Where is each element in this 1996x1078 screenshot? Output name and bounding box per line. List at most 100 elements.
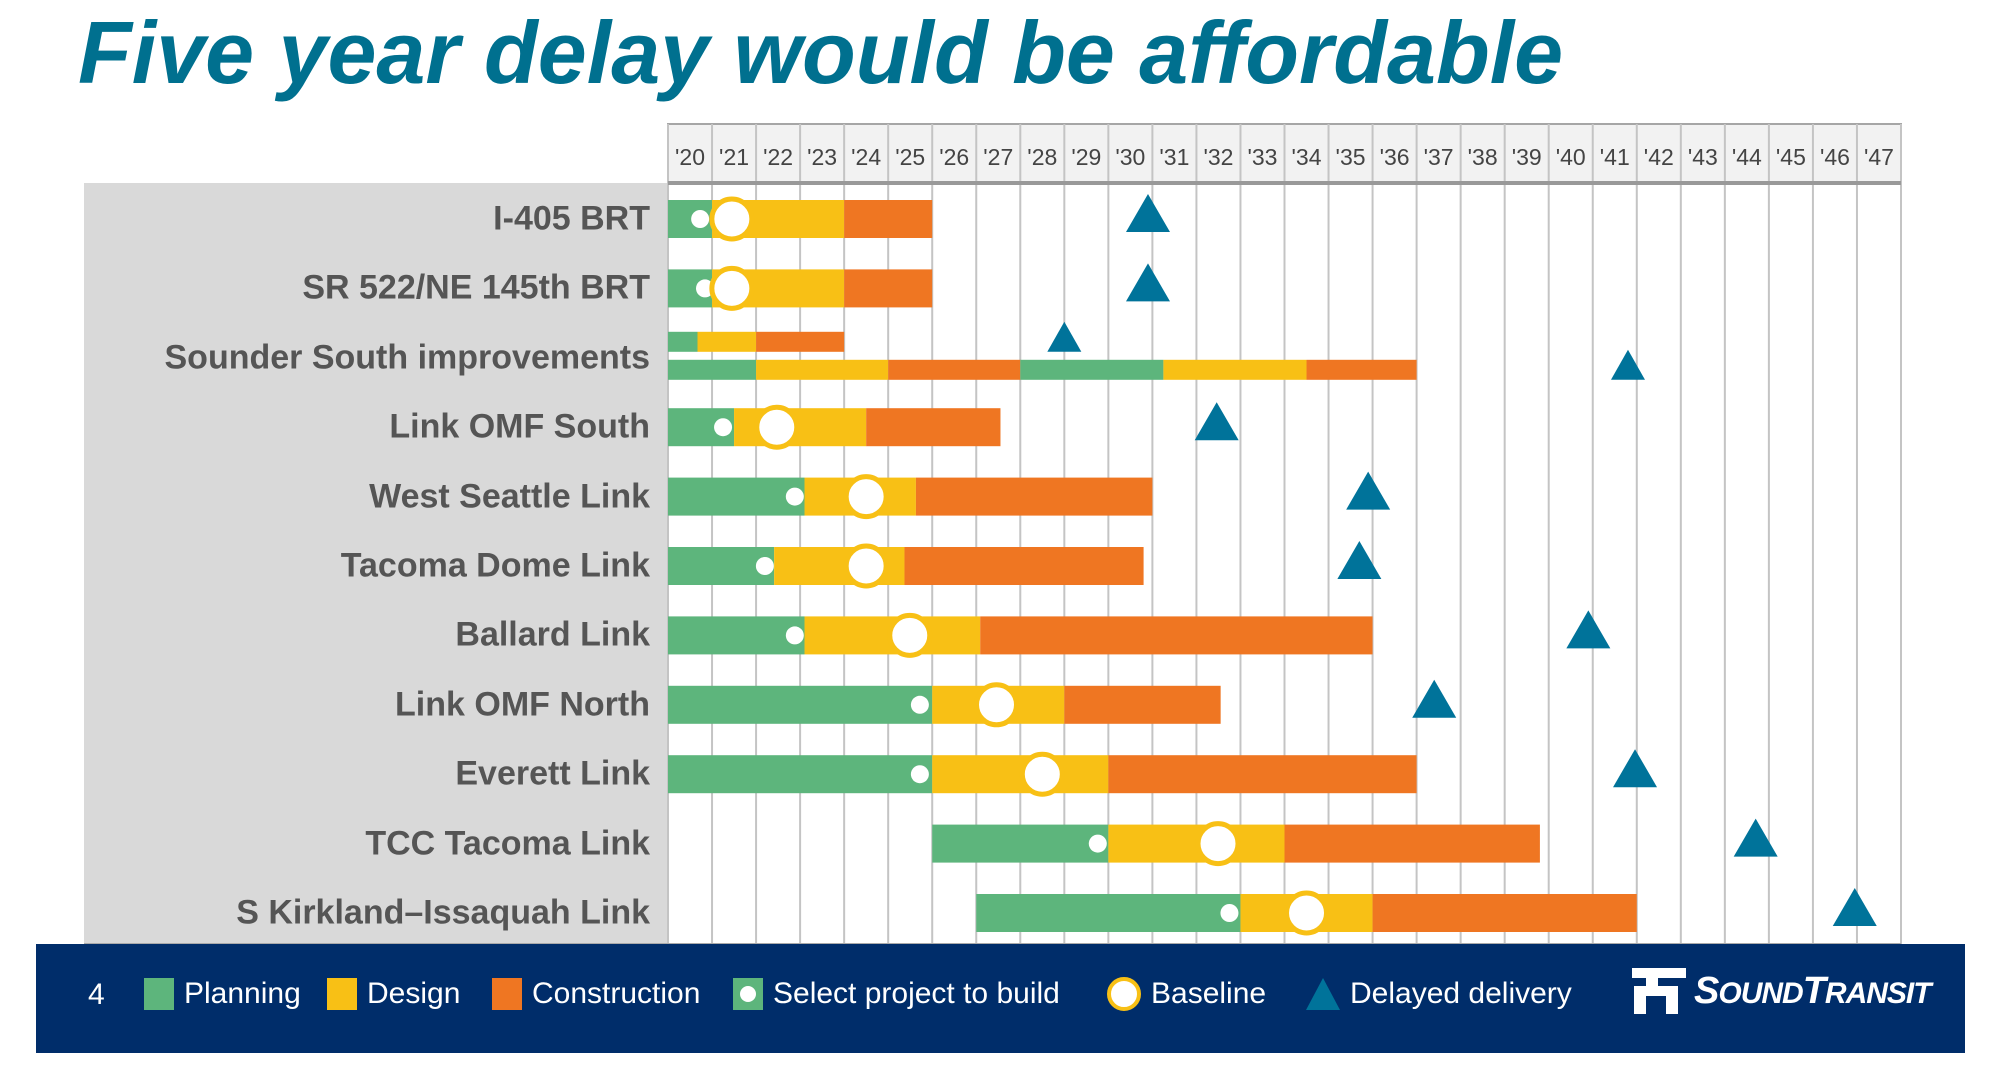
x-tick-label: '20	[675, 144, 705, 170]
planning-bar	[668, 755, 933, 794]
row-label: Sounder South improvements	[164, 338, 651, 377]
construction-bar	[844, 269, 933, 308]
x-tick-label: '25	[895, 144, 925, 170]
construction-bar	[888, 359, 1021, 380]
x-tick-label: '27	[983, 144, 1013, 170]
x-tick-label: '32	[1203, 144, 1233, 170]
x-tick-label: '42	[1644, 144, 1674, 170]
x-tick-label: '44	[1732, 144, 1762, 170]
design-bar	[697, 331, 757, 352]
legend-baseline: Baseline	[1107, 977, 1266, 1011]
legend-design: Design	[327, 977, 460, 1011]
baseline-marker	[754, 404, 800, 450]
legend-construction-label: Construction	[532, 977, 701, 1010]
design-swatch-icon	[327, 978, 357, 1010]
footer-legend-bar: 4 Planning Design Construction Select pr…	[36, 944, 1965, 1053]
construction-bar	[1372, 894, 1637, 932]
x-tick-label: '22	[763, 144, 793, 170]
planning-bar	[932, 824, 1109, 863]
delayed-delivery-marker	[1832, 888, 1877, 926]
construction-bar	[866, 408, 1001, 447]
legend-select-label: Select project to build	[773, 977, 1060, 1010]
delayed-delivery-marker	[1613, 749, 1658, 788]
x-tick-label: '45	[1776, 144, 1806, 170]
legend-select: Select project to build	[733, 977, 1060, 1011]
sound-transit-logo: SOUNDTRANSIT	[1628, 966, 1932, 1016]
construction-bar	[756, 331, 845, 352]
select-project-marker	[1220, 904, 1239, 922]
x-tick-label: '39	[1512, 144, 1542, 170]
row-label: S Kirkland–Issaquah Link	[236, 893, 650, 932]
construction-bar	[1108, 755, 1417, 794]
delayed-delivery-marker	[1733, 818, 1778, 857]
legend-design-label: Design	[367, 977, 461, 1010]
construction-bar	[980, 616, 1373, 655]
construction-bar	[915, 477, 1153, 516]
delayed-delivery-marker	[1337, 541, 1382, 579]
x-tick-label: '36	[1380, 144, 1410, 170]
baseline-marker	[843, 543, 889, 589]
select-dot-icon	[733, 978, 763, 1010]
delayed-delivery-marker	[1610, 349, 1645, 380]
delayed-delivery-marker	[1047, 321, 1082, 352]
construction-bar	[1064, 685, 1221, 724]
x-tick-label: '30	[1115, 144, 1145, 170]
row-label: Tacoma Dome Link	[340, 546, 650, 585]
legend-delayed: Delayed delivery	[1306, 977, 1572, 1011]
x-tick-label: '21	[719, 144, 749, 170]
baseline-marker	[1019, 751, 1065, 797]
planning-bar	[668, 616, 805, 655]
construction-bar	[844, 200, 933, 238]
select-project-marker	[910, 695, 929, 714]
delayed-delivery-marker	[1194, 402, 1239, 441]
construction-bar	[904, 547, 1144, 585]
baseline-marker	[887, 612, 933, 658]
design-bar	[756, 359, 889, 380]
planning-bar	[668, 331, 698, 352]
select-project-marker	[785, 626, 804, 645]
x-tick-label: '28	[1027, 144, 1057, 170]
select-project-marker	[1088, 834, 1107, 853]
row-label: Everett Link	[455, 754, 650, 793]
row-label: West Seattle Link	[369, 477, 650, 516]
x-tick-label: '29	[1071, 144, 1101, 170]
x-tick-label: '46	[1820, 144, 1850, 170]
legend-delayed-label: Delayed delivery	[1350, 977, 1572, 1010]
select-project-marker	[755, 557, 774, 575]
legend-planning: Planning	[144, 977, 301, 1011]
legend-baseline-label: Baseline	[1151, 977, 1267, 1010]
x-tick-label: '37	[1424, 144, 1454, 170]
x-tick-label: '26	[939, 144, 969, 170]
x-tick-label: '33	[1247, 144, 1277, 170]
select-project-marker	[910, 765, 929, 784]
row-label: I-405 BRT	[493, 199, 650, 238]
baseline-marker	[843, 474, 889, 520]
x-tick-label: '24	[851, 144, 881, 170]
delayed-delivery-marker	[1412, 679, 1457, 718]
page-number: 4	[88, 978, 105, 1011]
planning-swatch-icon	[144, 978, 174, 1010]
x-tick-label: '43	[1688, 144, 1718, 170]
triangle-icon	[1306, 978, 1340, 1010]
planning-bar	[668, 477, 805, 516]
row-label: Ballard Link	[455, 615, 650, 654]
x-tick-label: '38	[1468, 144, 1498, 170]
x-tick-label: '35	[1336, 144, 1366, 170]
construction-bar	[1306, 359, 1417, 380]
x-tick-label: '41	[1600, 144, 1630, 170]
legend-construction: Construction	[492, 977, 700, 1011]
row-label: SR 522/NE 145th BRT	[302, 268, 650, 307]
legend-planning-label: Planning	[184, 977, 301, 1010]
delayed-delivery-marker	[1125, 194, 1170, 232]
x-tick-label: '47	[1864, 144, 1894, 170]
page-title: Five year delay would be affordable	[78, 3, 1564, 102]
delayed-delivery-marker	[1346, 471, 1391, 510]
select-project-marker	[691, 210, 710, 228]
delayed-delivery-marker	[1566, 610, 1611, 649]
baseline-marker	[709, 196, 755, 242]
planning-bar	[668, 359, 757, 380]
planning-bar	[668, 685, 933, 724]
row-label: TCC Tacoma Link	[365, 824, 650, 863]
design-bar	[734, 408, 867, 447]
